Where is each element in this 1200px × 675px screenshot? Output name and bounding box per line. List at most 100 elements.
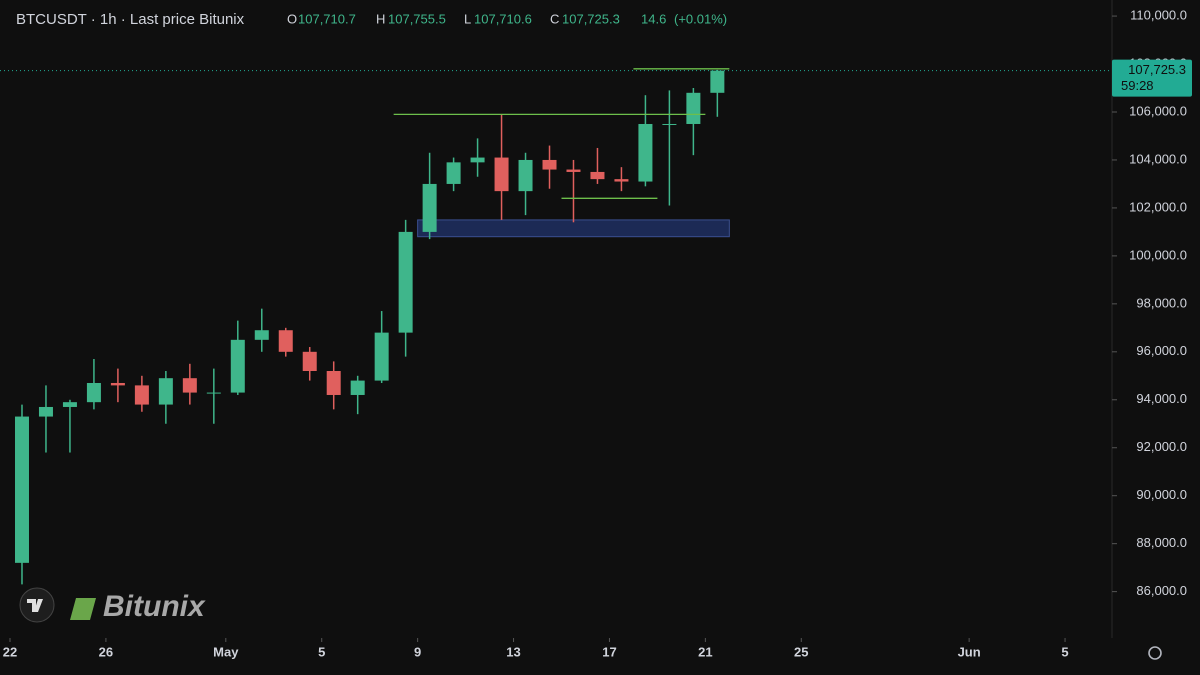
x-tick-label: 25 [794,644,808,659]
candle [398,219,413,357]
candle [350,375,365,415]
change-value: 14.6 [641,11,666,26]
candle-body [566,169,581,172]
candle [206,368,221,424]
candle-body [422,183,437,232]
candle-body [374,332,389,381]
candle [686,88,701,156]
candle-body [446,162,461,184]
candle [254,308,269,352]
x-tick-label: 5 [1061,644,1068,659]
low-label: L [464,11,471,26]
candle-body [662,123,677,125]
countdown: 59:28 [1121,78,1154,93]
logo: Bitunix [19,587,206,623]
x-tick-label: 21 [698,644,712,659]
candle-body [326,370,341,395]
last-price-label: 107,725.3 [1128,62,1186,77]
candle-body [686,92,701,124]
candle [590,147,605,184]
candle-body [470,157,485,163]
close-value: 107,725.3 [562,11,620,26]
tv-logo-mark [27,599,43,612]
y-tick-label: 96,000.0 [1136,343,1187,358]
x-tick-label: 22 [3,644,17,659]
bitunix-logo-mark [70,598,96,620]
candle-body [134,385,149,405]
candle [518,152,533,216]
high-label: H [376,11,385,26]
candle [374,311,389,383]
candle-body [590,171,605,180]
x-tick-label: 17 [602,644,616,659]
candle-body [278,330,293,352]
candle-body [158,378,173,405]
candle [470,138,485,177]
low-value: 107,710.6 [474,11,532,26]
candle-body [14,416,29,563]
candle [614,167,629,192]
y-tick-label: 100,000.0 [1129,247,1187,262]
candle-body [110,382,125,386]
candle [278,327,293,357]
candle-body [254,330,269,340]
settings-icon[interactable] [1148,646,1162,660]
header: BTCUSDT · 1h · Last price Bitunix O 107,… [16,11,727,28]
candle-body [710,70,725,93]
candle-body [38,406,53,417]
candle [158,370,173,424]
close-label: C [550,11,559,26]
candle [38,385,53,453]
candle [638,95,653,187]
candle [230,320,245,395]
candle-body [518,159,533,192]
open-label: O [287,11,297,26]
candle [302,347,317,381]
x-tick-label: 5 [318,644,325,659]
candle [326,361,341,410]
y-tick-label: 88,000.0 [1136,535,1187,550]
last-price-tag [1112,59,1192,97]
candle-body [638,123,653,182]
candle-body [542,159,557,170]
x-tick-label: May [213,644,239,659]
candle-body [182,378,197,393]
y-tick-label: 110,000.0 [1130,8,1187,23]
candle-body [614,179,629,182]
y-tick-label: 98,000.0 [1136,295,1187,310]
y-tick-label: 102,000.0 [1129,199,1187,214]
candle [62,399,77,453]
candle [86,359,101,410]
candle [662,90,677,206]
candle-body [206,392,221,394]
y-tick-label: 86,000.0 [1136,583,1187,598]
candle [542,145,557,189]
candle-body [230,339,245,393]
settings[interactable] [1148,646,1162,660]
candle-body [494,157,509,192]
change-percent: (+0.01%) [674,11,727,26]
y-tick-label: 104,000.0 [1129,151,1187,166]
y-tick-label: 94,000.0 [1136,391,1187,406]
zone [417,219,730,238]
candle [446,157,461,192]
y-tick-label: 90,000.0 [1136,487,1187,502]
symbol: BTCUSDT · 1h · Last price Bitunix [16,11,245,28]
candle [134,375,149,412]
watermark: Bitunix [103,590,206,623]
x-tick-label: Jun [958,644,981,659]
candle-body [86,382,101,403]
candle [710,69,725,117]
candle [566,159,581,223]
candle [494,114,509,220]
open-value: 107,710.7 [298,11,356,26]
x-tick-label: 13 [506,644,520,659]
candle [110,368,125,403]
candle-body [302,351,317,371]
candle [14,404,29,585]
candle-body [62,402,77,407]
y-tick-label: 106,000.0 [1129,103,1187,118]
